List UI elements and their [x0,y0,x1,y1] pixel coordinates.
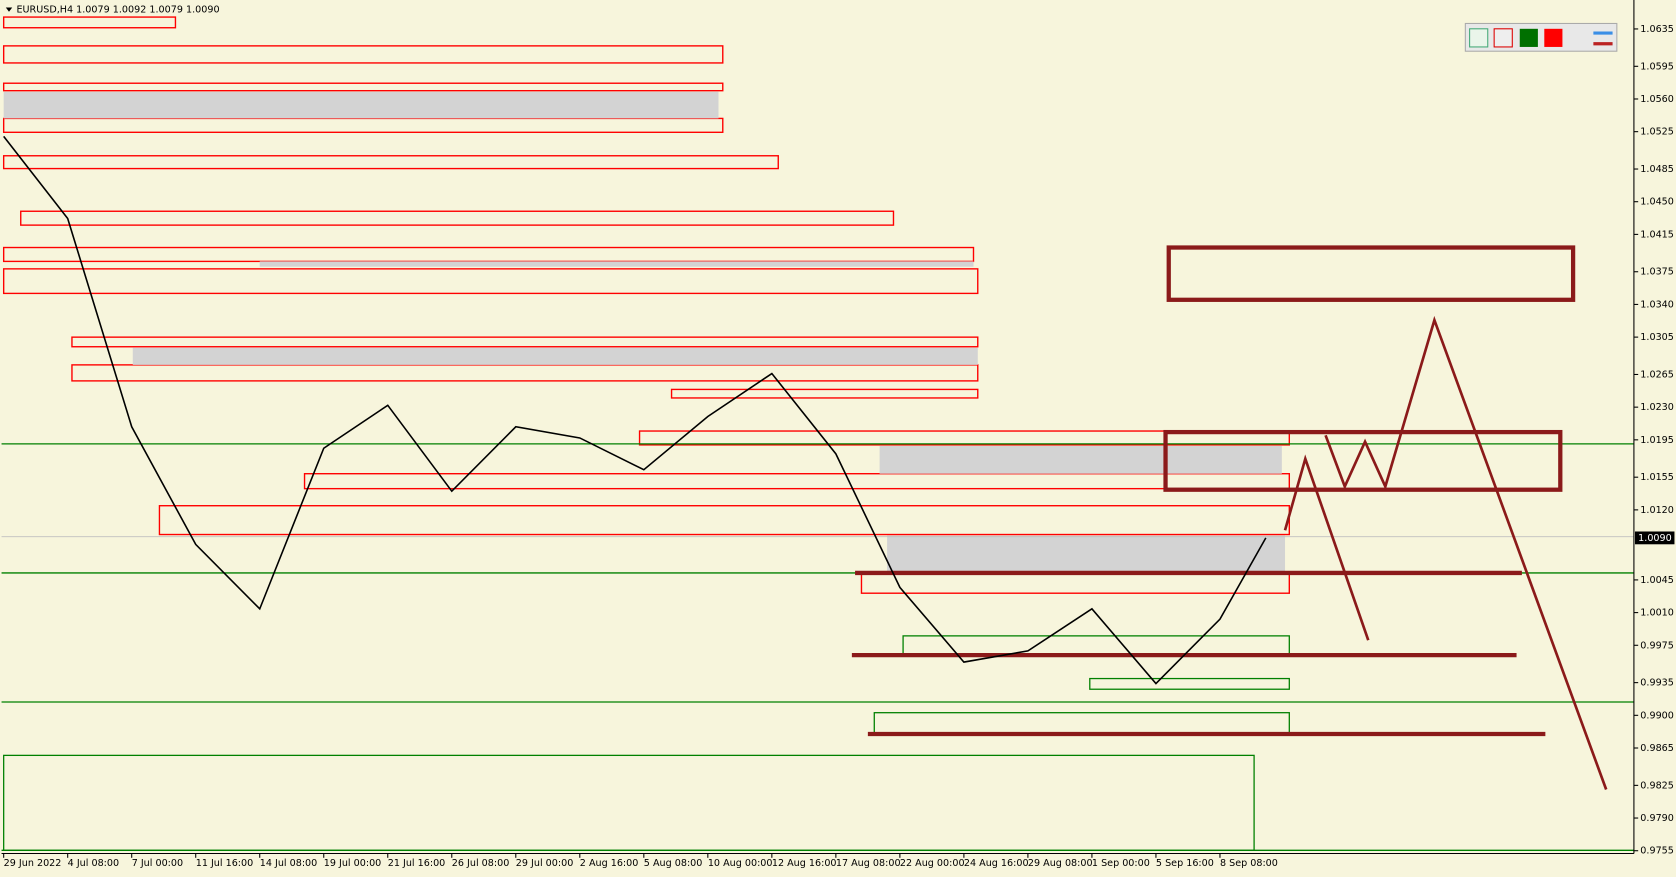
x-tick-label: 2 Aug 16:00 [580,858,639,869]
x-tick-label: 29 Aug 08:00 [1028,858,1093,869]
y-tick-label: 0.9975 [1640,640,1674,651]
x-tick-label: 5 Sep 16:00 [1156,858,1214,869]
y-tick-label: 1.0485 [1640,164,1674,175]
x-tick-label: 5 Aug 08:00 [644,858,703,869]
y-tick-label: 1.0120 [1640,505,1674,516]
x-tick-label: 29 Jul 00:00 [516,858,574,869]
y-tick-label: 1.0525 [1640,127,1674,138]
y-tick-label: 1.0230 [1640,402,1674,413]
x-tick-label: 10 Aug 00:00 [708,858,773,869]
x-tick-label: 12 Aug 16:00 [772,858,837,869]
tool-button[interactable] [1544,28,1563,47]
y-tick-label: 1.0450 [1640,197,1674,208]
x-tick-label: 8 Sep 08:00 [1220,858,1278,869]
menu-arrow[interactable] [5,7,13,12]
y-tick-label: 0.9865 [1640,743,1674,754]
x-tick-label: 14 Jul 08:00 [260,858,318,869]
x-tick-label: 24 Aug 16:00 [964,858,1029,869]
y-tick-label: 1.0010 [1640,608,1674,619]
gray-zones [3,91,1286,573]
y-tick-label: 1.0155 [1640,472,1674,483]
y-tick-label: 1.0595 [1640,61,1674,72]
x-tick-label: 7 Jul 00:00 [132,858,183,869]
y-tick-label: 0.9825 [1640,780,1674,791]
y-tick-label: 1.0340 [1640,299,1674,310]
y-tick-label: 1.0045 [1640,575,1674,586]
current-price-label: 1.0090 [1638,533,1672,544]
current-price-box [1634,531,1675,545]
x-tick-label: 1 Sep 00:00 [1092,858,1150,869]
y-tick-label: 1.0195 [1640,435,1674,446]
y-tick-label: 0.9755 [1640,846,1674,857]
y-tick-label: 1.0415 [1640,229,1674,240]
tool-button[interactable] [1493,28,1513,48]
x-tick-label: 17 Aug 08:00 [836,858,901,869]
toolbar [1464,22,1618,52]
y-tick-label: 1.0375 [1640,267,1674,278]
price-line-series [3,135,1267,685]
x-tick-label: 21 Jul 16:00 [388,858,446,869]
y-tick-label: 1.0560 [1640,94,1674,105]
x-tick-label: 29 Jun 2022 [4,858,62,869]
chart-title: EURUSD,H4 1.0079 1.0092 1.0079 1.0090 [16,5,219,16]
price-axis [1633,0,1675,877]
x-tick-label: 4 Jul 08:00 [68,858,119,869]
y-tick-label: 1.0635 [1640,24,1674,35]
tool-button[interactable] [1469,28,1489,48]
tool-button[interactable] [1519,28,1538,47]
y-tick-label: 0.9790 [1640,813,1674,824]
y-tick-label: 0.9935 [1640,678,1674,689]
y-tick-label: 1.0305 [1640,332,1674,343]
x-tick-label: 19 Jul 00:00 [324,858,382,869]
x-tick-label: 22 Aug 00:00 [900,858,965,869]
y-tick-label: 0.9900 [1640,710,1674,721]
y-tick-label: 1.0265 [1640,369,1674,380]
x-tick-label: 26 Jul 08:00 [452,858,510,869]
x-tick-label: 11 Jul 16:00 [196,858,254,869]
